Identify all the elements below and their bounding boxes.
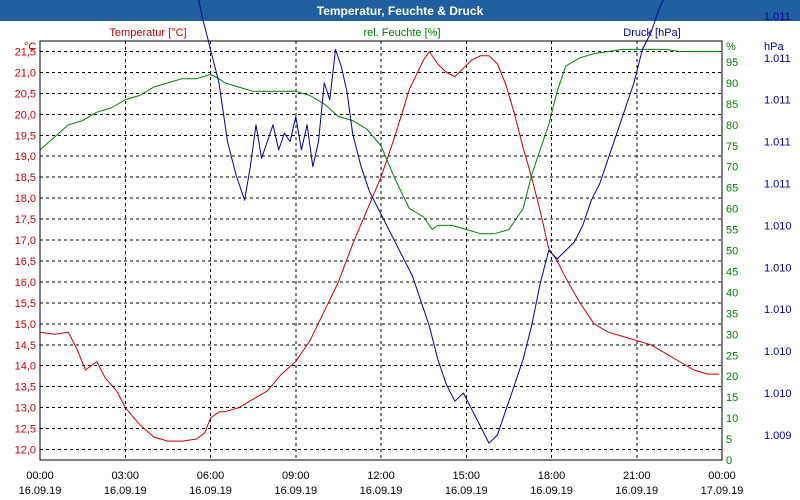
x-tick-date-2: 16.09.19 xyxy=(189,485,232,497)
right1-tick-label-19: 95 xyxy=(726,57,738,69)
right2-tick-label-0: 1.009 xyxy=(764,430,792,442)
chart-title: Temperatur, Feuchte & Druck xyxy=(317,4,484,18)
x-tick-time-4: 12:00 xyxy=(367,470,395,482)
right2-tick-label-5: 1.010 xyxy=(764,220,792,232)
x-tick-date-1: 16.09.19 xyxy=(104,485,147,497)
right1-tick-label-4: 20 xyxy=(726,371,738,383)
series-line-pressure xyxy=(198,0,664,444)
right2-tick-label-10: 1.011 xyxy=(764,11,791,23)
right1-tick-label-15: 75 xyxy=(726,141,738,153)
right2-tick-label-8: 1.011 xyxy=(764,95,791,107)
left-tick-label-4: 14,0 xyxy=(15,361,36,373)
legend-pressure: Druck [hPa] xyxy=(623,27,680,39)
right1-tick-label-12: 60 xyxy=(726,204,738,216)
right2-tick-label-3: 1.010 xyxy=(764,304,792,316)
left-tick-label-0: 12,0 xyxy=(15,445,36,457)
right1-tick-label-5: 25 xyxy=(726,350,738,362)
right2-tick-label-6: 1.011 xyxy=(764,178,791,190)
right2-tick-label-7: 1.011 xyxy=(764,137,791,149)
x-tick-date-4: 16.09.19 xyxy=(360,485,403,497)
x-tick-date-6: 16.09.19 xyxy=(530,485,573,497)
left-tick-label-11: 17,5 xyxy=(15,214,36,226)
x-tick-date-5: 16.09.19 xyxy=(445,485,488,497)
plot-frame xyxy=(39,40,723,461)
legend-humidity: rel. Feuchte [%] xyxy=(363,27,440,39)
x-tick-date-7: 16.09.19 xyxy=(615,485,658,497)
right1-tick-label-0: 0 xyxy=(726,455,732,467)
right1-tick-label-7: 35 xyxy=(726,308,738,320)
right2-tick-label-2: 1.010 xyxy=(764,346,792,358)
x-tick-time-0: 00:00 xyxy=(26,470,54,482)
right1-tick-label-3: 15 xyxy=(726,392,738,404)
x-tick-time-2: 06:00 xyxy=(197,470,225,482)
left-tick-label-10: 17,0 xyxy=(15,235,36,247)
series-line-temperature xyxy=(39,51,720,442)
left-tick-label-13: 18,5 xyxy=(15,172,36,184)
right2-tick-label-4: 1.010 xyxy=(764,262,792,274)
right1-tick-label-8: 40 xyxy=(726,287,738,299)
left-axis-ticks: 12,0 12,5 13,0 13,5 14,0 14,5 15,0 15,5 16,0 16,5… xyxy=(15,46,36,456)
x-axis-ticks: 00:00 16.09.19 03:00 16.09.19 06:00 16.09.19 0… xyxy=(19,470,744,497)
left-tick-label-18: 21,0 xyxy=(15,67,36,79)
legend-temperature: Temperatur [°C] xyxy=(109,27,186,39)
left-tick-label-6: 15,0 xyxy=(15,319,36,331)
right2-axis-unit: hPa xyxy=(764,41,784,53)
x-tick-date-0: 16.09.19 xyxy=(19,485,62,497)
left-tick-label-7: 15,5 xyxy=(15,298,36,310)
left-tick-label-17: 20,5 xyxy=(15,88,36,100)
left-tick-label-2: 13,0 xyxy=(15,403,36,415)
right1-tick-label-14: 70 xyxy=(726,162,738,174)
right1-axis-ticks: 0 5 10 15 20 25 30 35 40 45 50 55 60 65 70 75 80 85 90 95 xyxy=(726,57,738,467)
right1-tick-label-16: 80 xyxy=(726,120,738,132)
right2-tick-label-9: 1.011 xyxy=(764,53,791,65)
right1-tick-label-2: 10 xyxy=(726,413,738,425)
right1-tick-label-6: 30 xyxy=(726,329,738,341)
left-tick-label-3: 13,5 xyxy=(15,382,36,394)
right1-tick-label-10: 50 xyxy=(726,246,738,258)
right1-tick-label-17: 85 xyxy=(726,99,738,111)
left-axis-unit: °C xyxy=(24,41,36,53)
left-tick-label-14: 19,0 xyxy=(15,151,36,163)
x-tick-time-8: 00:00 xyxy=(708,470,736,482)
x-tick-time-1: 03:00 xyxy=(111,470,139,482)
left-tick-label-19: 21,5 xyxy=(15,46,36,58)
left-tick-label-12: 18,0 xyxy=(15,193,36,205)
x-tick-date-8: 17.09.19 xyxy=(701,485,744,497)
right1-axis-unit: % xyxy=(726,41,736,53)
left-tick-label-1: 12,5 xyxy=(15,424,36,436)
right1-tick-label-11: 55 xyxy=(726,225,738,237)
right2-tick-label-1: 1.010 xyxy=(764,388,792,400)
right1-tick-label-9: 45 xyxy=(726,266,738,278)
right2-axis-ticks: 1.009 1.010 1.010 1.010 1.010 1.010 1.011 1.011… xyxy=(764,11,792,442)
left-tick-label-5: 14,5 xyxy=(15,340,36,352)
right1-tick-label-18: 90 xyxy=(726,78,738,90)
left-tick-label-15: 19,5 xyxy=(15,130,36,142)
left-tick-label-16: 20,0 xyxy=(15,109,36,121)
x-tick-time-6: 18:00 xyxy=(538,470,566,482)
x-tick-time-7: 21:00 xyxy=(623,470,651,482)
x-tick-date-3: 16.09.19 xyxy=(274,485,317,497)
left-tick-label-8: 16,0 xyxy=(15,277,36,289)
data-series xyxy=(39,0,720,444)
x-tick-time-5: 15:00 xyxy=(452,470,480,482)
plot-border xyxy=(39,40,723,461)
series-line-humidity xyxy=(39,48,720,235)
x-tick-time-3: 09:00 xyxy=(282,470,310,482)
left-tick-label-9: 16,5 xyxy=(15,256,36,268)
right1-tick-label-1: 5 xyxy=(726,434,732,446)
right1-tick-label-13: 65 xyxy=(726,183,738,195)
